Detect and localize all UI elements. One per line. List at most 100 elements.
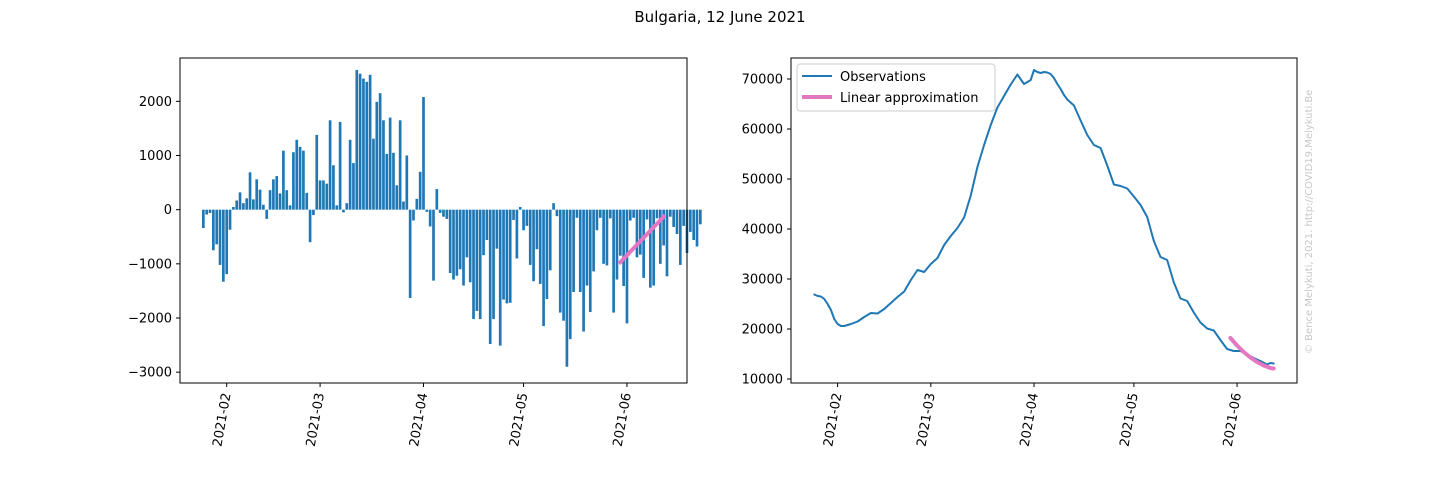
bar bbox=[425, 209, 429, 212]
bar bbox=[455, 209, 459, 276]
bar bbox=[318, 180, 322, 210]
bar bbox=[422, 97, 425, 210]
bar bbox=[658, 209, 662, 264]
bar bbox=[578, 209, 582, 292]
bar bbox=[505, 209, 509, 304]
bar bbox=[382, 120, 385, 210]
right-y-tick-label: 30000 bbox=[742, 273, 783, 288]
bar bbox=[272, 179, 275, 210]
bar bbox=[522, 209, 525, 231]
bar bbox=[405, 155, 409, 210]
bar bbox=[592, 209, 595, 272]
bar bbox=[225, 209, 229, 275]
bar bbox=[302, 150, 305, 210]
bar bbox=[372, 138, 375, 210]
bar bbox=[518, 206, 522, 210]
right-y-tick-label: 40000 bbox=[742, 223, 783, 238]
line-series-group bbox=[813, 69, 1276, 371]
bar bbox=[452, 209, 455, 280]
bar bbox=[655, 209, 659, 219]
linear-approximation-line bbox=[617, 213, 667, 266]
bar bbox=[322, 180, 325, 210]
bar bbox=[292, 152, 295, 210]
bar bbox=[215, 209, 219, 245]
bar bbox=[482, 209, 485, 256]
bar bbox=[668, 209, 672, 217]
bar bbox=[532, 209, 535, 282]
bar bbox=[472, 209, 475, 320]
bar bbox=[345, 203, 349, 210]
bar bbox=[312, 209, 315, 216]
bar bbox=[275, 176, 279, 210]
bar bbox=[652, 209, 655, 286]
bar bbox=[582, 209, 585, 332]
bar bbox=[672, 209, 675, 227]
bar bbox=[402, 201, 405, 210]
bar bbox=[485, 209, 489, 240]
bar bbox=[328, 120, 332, 210]
left-x-tick-label: 2021-02 bbox=[210, 392, 234, 448]
bar-series bbox=[202, 69, 702, 367]
bar bbox=[268, 190, 272, 210]
right-x-tick-label: 2021-04 bbox=[1018, 392, 1042, 448]
bar bbox=[228, 209, 232, 230]
bar bbox=[632, 209, 635, 218]
bar bbox=[342, 209, 345, 213]
bar bbox=[258, 189, 262, 210]
bar bbox=[438, 209, 442, 213]
bar bbox=[548, 209, 552, 271]
bar bbox=[348, 139, 352, 210]
bar bbox=[645, 209, 649, 220]
figure-title: Bulgaria, 12 June 2021 bbox=[634, 8, 805, 26]
bar bbox=[248, 172, 252, 210]
observations-line bbox=[813, 69, 1275, 366]
bar bbox=[695, 209, 699, 247]
bar bbox=[572, 209, 575, 292]
bar bbox=[605, 209, 609, 266]
bar bbox=[368, 74, 372, 210]
left-y-tick-label: −3000 bbox=[128, 366, 172, 381]
linear-approximation-line bbox=[1228, 336, 1276, 371]
bar bbox=[428, 209, 432, 227]
bar bbox=[218, 209, 222, 265]
left-x-tick-label: 2021-06 bbox=[611, 392, 635, 448]
bar bbox=[255, 179, 259, 210]
bar bbox=[612, 209, 615, 313]
bar bbox=[525, 209, 529, 226]
bar bbox=[598, 209, 602, 218]
bar bbox=[232, 206, 235, 210]
left-x-tick-label: 2021-03 bbox=[304, 392, 328, 448]
bar bbox=[462, 209, 465, 286]
left-y-tick-label: 2000 bbox=[139, 95, 172, 110]
bar bbox=[492, 209, 495, 320]
bar bbox=[265, 209, 269, 219]
bar bbox=[692, 209, 696, 240]
bar bbox=[675, 209, 679, 235]
bar bbox=[418, 171, 422, 210]
bar bbox=[502, 209, 505, 300]
bar bbox=[475, 209, 479, 311]
bar bbox=[202, 209, 205, 229]
bar bbox=[588, 209, 592, 313]
bar bbox=[528, 209, 532, 265]
bar bbox=[235, 200, 239, 210]
bar bbox=[242, 203, 245, 210]
bar bbox=[205, 209, 209, 215]
bar bbox=[662, 209, 665, 246]
bar bbox=[495, 209, 499, 249]
bar bbox=[618, 209, 622, 256]
bar bbox=[678, 209, 682, 265]
bar bbox=[388, 117, 392, 210]
bar bbox=[222, 209, 225, 282]
bar bbox=[408, 209, 412, 298]
bar bbox=[562, 209, 565, 321]
left-y-tick-label: 1000 bbox=[139, 149, 172, 164]
bar bbox=[335, 205, 339, 210]
bar bbox=[395, 185, 399, 210]
legend-label-observations: Observations bbox=[840, 70, 926, 85]
right-axes-frame bbox=[790, 57, 1298, 384]
left-axes-frame bbox=[179, 57, 688, 384]
bar bbox=[378, 93, 382, 210]
bar bbox=[442, 209, 445, 217]
